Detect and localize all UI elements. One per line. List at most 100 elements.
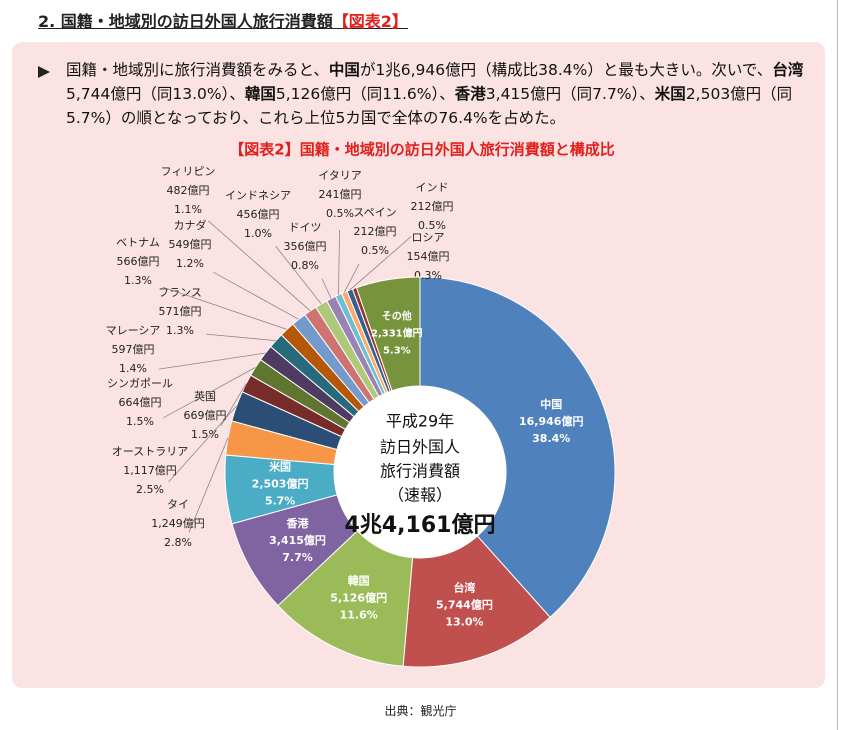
slice-label: 1,249億円	[151, 517, 205, 530]
slice-label: 中国	[540, 397, 562, 411]
slice-label: インドネシア	[225, 189, 291, 202]
slice-label: 549億円	[169, 238, 212, 251]
slice-label: 13.0%	[445, 615, 483, 628]
bullet-icon	[38, 66, 50, 78]
leader-line	[205, 333, 276, 342]
slice-label: ロシア	[412, 231, 445, 244]
slice-label: 38.4%	[532, 432, 570, 445]
summary-text: 台湾	[772, 61, 804, 79]
slice-label: 台湾	[453, 580, 475, 594]
slice-label: 566億円	[117, 255, 160, 268]
slice-label: 1.1%	[174, 203, 202, 216]
slice-label: 香港	[285, 516, 309, 530]
slice-label: 212億円	[411, 200, 454, 213]
slice-label: インド	[416, 181, 449, 194]
summary-text: 5,126億円（同11.6%）、	[275, 85, 455, 103]
summary-text: 国籍・地域別に旅行消費額をみると、	[66, 61, 329, 79]
chart-title: 【図表2】国籍・地域別の訪日外国人旅行消費額と構成比	[229, 141, 614, 159]
slice-label: ベトナム	[116, 236, 160, 249]
leader-line	[207, 220, 311, 312]
slice-label: 0.5%	[418, 219, 446, 232]
slice-label: 1,117億円	[123, 464, 177, 477]
slice-label: 597億円	[112, 343, 155, 356]
summary-text: 2,503億円（同5.7%）の順となっており、これら上位5カ国で全体の76.4%…	[66, 85, 793, 127]
source: 出典：観光庁	[384, 704, 457, 718]
slice-label: 2.5%	[136, 483, 164, 496]
slice-label: 482億円	[167, 184, 210, 197]
summary-text: 米国	[654, 85, 686, 103]
leader-line	[163, 367, 256, 419]
slice-label: 1.3%	[166, 324, 194, 337]
slice-label: 韓国	[348, 573, 370, 587]
slice-label: 2,503億円	[252, 477, 309, 491]
slice-label: フィリピン	[161, 165, 216, 178]
slice-label: 5.7%	[265, 495, 296, 508]
leader-line	[275, 245, 322, 305]
leader-line	[338, 229, 340, 295]
slice-label: 1.2%	[176, 257, 204, 270]
section-title: 2. 国籍・地域別の訪日外国人旅行消費額【図表2】	[38, 8, 408, 32]
slice-label: 356億円	[284, 240, 327, 253]
slice-label: 241億円	[319, 188, 362, 201]
leader-line	[321, 278, 332, 299]
slice-label: 5.3%	[383, 345, 411, 356]
slice-label: 0.5%	[361, 244, 389, 257]
slice-label: 1.5%	[191, 428, 219, 441]
summary: 国籍・地域別に旅行消費額をみると、中国が1兆6,946億円（構成比38.4%）と…	[66, 58, 814, 130]
slice-label: タイ	[167, 498, 189, 511]
slice-label: 米国	[268, 460, 291, 474]
slice-label: ドイツ	[289, 221, 322, 234]
slice-label: マレーシア	[106, 324, 161, 337]
leader-line	[213, 271, 299, 320]
slice-label: オーストラリア	[112, 445, 188, 458]
slice-label: 11.6%	[340, 608, 378, 621]
slice-label: 1.0%	[244, 227, 272, 240]
slice-label: 1.5%	[126, 415, 154, 428]
slice-label: 456億円	[237, 208, 280, 221]
slice-label: 英国	[194, 389, 216, 403]
slice-label: その他	[382, 309, 412, 322]
slice-label: 5,126億円	[330, 590, 387, 604]
leader-line	[162, 286, 288, 330]
slice-label: シンガポール	[107, 377, 173, 390]
donut-hole	[334, 386, 506, 558]
center-label: 4兆4,161億円	[345, 512, 496, 538]
title-tag: 【図表2】	[332, 12, 408, 31]
leader-line	[220, 383, 247, 427]
center-label: 平成29年	[386, 412, 454, 431]
summary-text: 3,415億円（同7.7%）、	[485, 85, 655, 103]
slice-label: カナダ	[174, 218, 207, 232]
center-label: 訪日外国人	[380, 438, 460, 457]
leader-line	[343, 263, 360, 293]
center-label: （速報）	[388, 486, 452, 505]
slice-label: 5,744億円	[436, 597, 493, 611]
summary-text: が1兆6,946億円（構成比38.4%）と最も大きい。次いで、	[359, 61, 773, 79]
summary-text: 5,744億円（同13.0%）、	[66, 85, 245, 103]
slice-label: 0.5%	[326, 207, 354, 220]
slice-label: 7.7%	[282, 551, 313, 564]
slice-label: 571億円	[159, 305, 202, 318]
slice-label: 154億円	[407, 250, 450, 263]
slice-label: 664億円	[119, 396, 162, 409]
slice-label: イタリア	[318, 169, 362, 182]
slice-label: スペイン	[353, 206, 396, 219]
leader-line	[349, 236, 412, 291]
slice-label: 1.4%	[119, 362, 147, 375]
title-text: 2. 国籍・地域別の訪日外国人旅行消費額	[38, 12, 333, 31]
summary-text: 中国	[328, 61, 360, 79]
summary-text: 香港	[454, 85, 486, 103]
slice-label: 0.3%	[414, 269, 442, 282]
slice-label: 1.3%	[124, 274, 152, 287]
slice-label: 3,415億円	[269, 533, 326, 547]
slice-label: 2,331億円	[371, 326, 423, 339]
center-label: 旅行消費額	[380, 462, 460, 481]
slice-label: 16,946億円	[519, 414, 583, 428]
summary-text: 韓国	[244, 85, 276, 103]
leader-line	[158, 352, 266, 370]
divider	[837, 0, 838, 730]
slice-label: 0.8%	[291, 259, 319, 272]
slice-label: 2.8%	[164, 536, 192, 549]
leader-line	[188, 437, 229, 533]
